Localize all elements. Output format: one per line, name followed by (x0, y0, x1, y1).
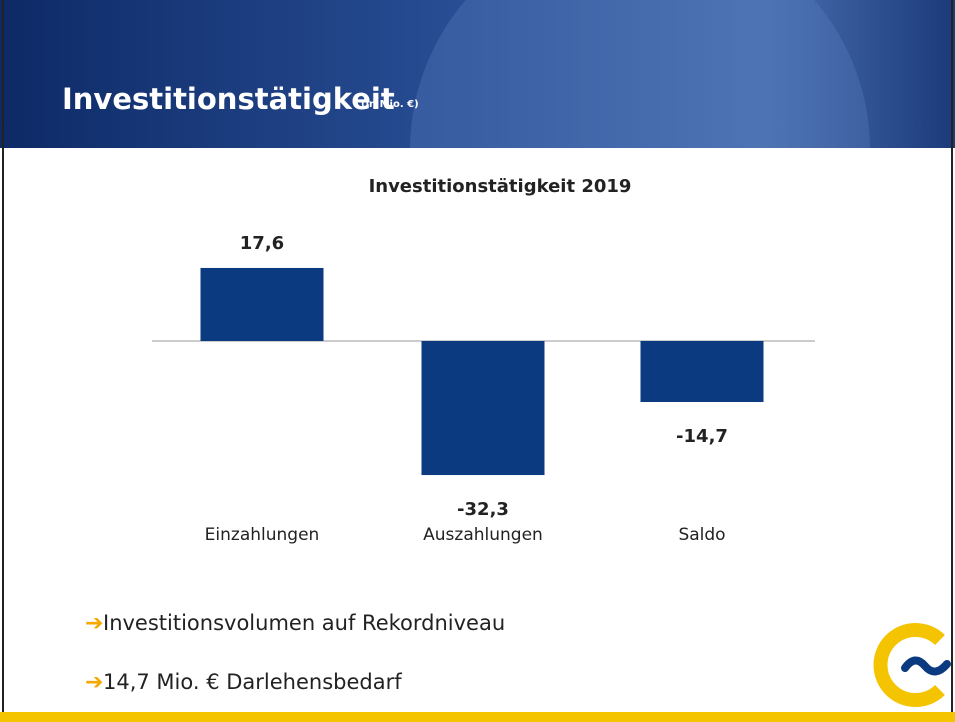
bar (641, 341, 764, 402)
x-tick-label: Auszahlungen (423, 525, 543, 545)
x-tick-label: Einzahlungen (205, 525, 320, 545)
bullet-text: Investitionsvolumen auf Rekordniveau (103, 611, 505, 635)
slide-title: Investitionstätigkeit (62, 82, 395, 116)
x-tick-label: Saldo (678, 525, 725, 545)
chart-title: Investitionstätigkeit 2019 (369, 176, 632, 197)
slide-subtitle: (in Mio. €) (361, 99, 419, 110)
value-label: -14,7 (676, 426, 728, 447)
bar (201, 268, 324, 341)
bar (422, 341, 545, 475)
border-right (951, 0, 953, 712)
chart: Investitionstätigkeit (in Mio. €) Invest… (0, 0, 955, 722)
value-label: 17,6 (240, 233, 284, 254)
slide: Investitionstätigkeit (in Mio. €) Invest… (0, 0, 955, 722)
bullet-text: 14,7 Mio. € Darlehensbedarf (103, 670, 402, 694)
bullet-arrow: ➔ (85, 670, 103, 695)
bullet-arrow: ➔ (85, 611, 103, 636)
value-label: -32,3 (457, 499, 509, 520)
footer-band (0, 712, 955, 722)
border-left (2, 0, 4, 712)
